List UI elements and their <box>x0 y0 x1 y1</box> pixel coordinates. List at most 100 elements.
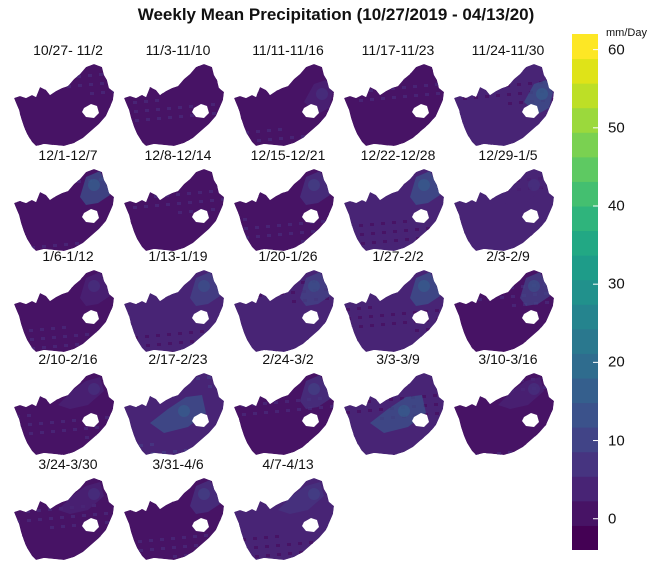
raster-cell <box>294 441 298 444</box>
raster-cell <box>202 391 206 394</box>
raster-cell <box>239 491 243 494</box>
raster-cell <box>348 225 352 228</box>
raster-cell <box>335 141 339 144</box>
raster-cell <box>510 286 514 289</box>
panel-week-label: 10/27- 11/2 <box>33 42 103 58</box>
raster-cell <box>460 276 464 279</box>
raster-cell <box>196 128 200 131</box>
precipitation-map <box>454 373 554 455</box>
raster-cell <box>376 112 380 115</box>
raster-cell <box>197 137 201 140</box>
raster-cell <box>223 485 224 488</box>
raster-cell <box>217 446 221 449</box>
raster-cell <box>49 188 53 191</box>
raster-cell <box>135 119 139 122</box>
raster-cell <box>433 394 437 397</box>
wet-core <box>418 280 430 292</box>
raster-cell <box>136 502 140 505</box>
raster-cell <box>277 448 281 451</box>
raster-cell <box>292 423 296 426</box>
raster-cell <box>174 130 178 133</box>
raster-cell <box>409 438 413 441</box>
raster-cell <box>64 243 68 246</box>
raster-cell <box>273 497 277 500</box>
raster-cell <box>221 422 224 425</box>
raster-cell <box>97 240 101 243</box>
raster-cell <box>36 126 40 129</box>
raster-cell <box>351 67 355 70</box>
raster-cell <box>425 93 429 96</box>
raster-cell <box>213 390 217 393</box>
raster-cell <box>141 507 145 510</box>
raster-cell <box>399 119 403 122</box>
raster-cell <box>93 513 97 516</box>
raster-cell <box>142 288 146 291</box>
raster-cell <box>127 541 131 544</box>
raster-cell <box>128 322 132 325</box>
raster-cell <box>359 99 363 102</box>
colorbar <box>572 34 598 550</box>
raster-cell <box>183 91 187 94</box>
raster-cell <box>475 454 479 455</box>
raster-cell <box>203 176 207 179</box>
raster-cell <box>246 514 250 517</box>
raster-cell <box>78 538 82 541</box>
raster-cell <box>284 247 288 250</box>
raster-cell <box>71 287 75 290</box>
raster-cell <box>244 556 248 559</box>
raster-cell <box>109 497 113 500</box>
raster-cell <box>253 83 257 86</box>
raster-cell <box>398 439 402 442</box>
raster-cell <box>349 234 353 237</box>
raster-cell <box>551 315 554 318</box>
precipitation-map <box>344 169 444 251</box>
raster-cell <box>66 302 70 305</box>
raster-cell <box>469 337 473 340</box>
raster-cell <box>25 232 29 235</box>
raster-cell <box>128 221 132 224</box>
raster-cell <box>263 402 267 405</box>
raster-cell <box>88 74 92 77</box>
raster-cell <box>130 508 134 511</box>
raster-cell <box>469 440 473 443</box>
wet-core <box>308 280 320 292</box>
raster-cell <box>347 91 351 94</box>
raster-cell <box>265 545 269 548</box>
raster-cell <box>31 246 35 249</box>
raster-cell <box>210 199 214 202</box>
raster-cell <box>237 428 241 431</box>
raster-cell <box>41 111 45 114</box>
raster-cell <box>185 129 189 132</box>
lesotho-hole <box>82 518 99 532</box>
raster-cell <box>79 319 83 322</box>
raster-cell <box>40 102 44 105</box>
raster-cell <box>167 333 171 336</box>
raster-cell <box>468 431 472 434</box>
raster-cell <box>143 420 147 423</box>
raster-cell <box>57 220 61 223</box>
raster-cell <box>293 432 297 435</box>
raster-cell <box>474 96 478 99</box>
raster-cell <box>151 228 155 231</box>
raster-cell <box>403 220 407 223</box>
raster-cell <box>410 118 414 121</box>
raster-cell <box>74 334 78 337</box>
raster-cell <box>536 114 540 117</box>
raster-cell <box>419 428 423 431</box>
wet-core <box>88 179 100 191</box>
raster-cell <box>253 309 257 312</box>
raster-cell <box>271 331 275 334</box>
raster-cell <box>211 208 215 211</box>
raster-cell <box>110 72 114 75</box>
raster-cell <box>155 204 159 207</box>
raster-cell <box>258 193 262 196</box>
raster-cell <box>280 191 284 194</box>
raster-cell <box>57 321 61 324</box>
raster-cell <box>62 326 66 329</box>
raster-cell <box>107 559 111 560</box>
raster-cell <box>58 453 62 455</box>
raster-cell <box>270 201 274 204</box>
raster-cell <box>51 430 55 433</box>
raster-cell <box>206 324 210 327</box>
raster-cell <box>386 207 390 210</box>
